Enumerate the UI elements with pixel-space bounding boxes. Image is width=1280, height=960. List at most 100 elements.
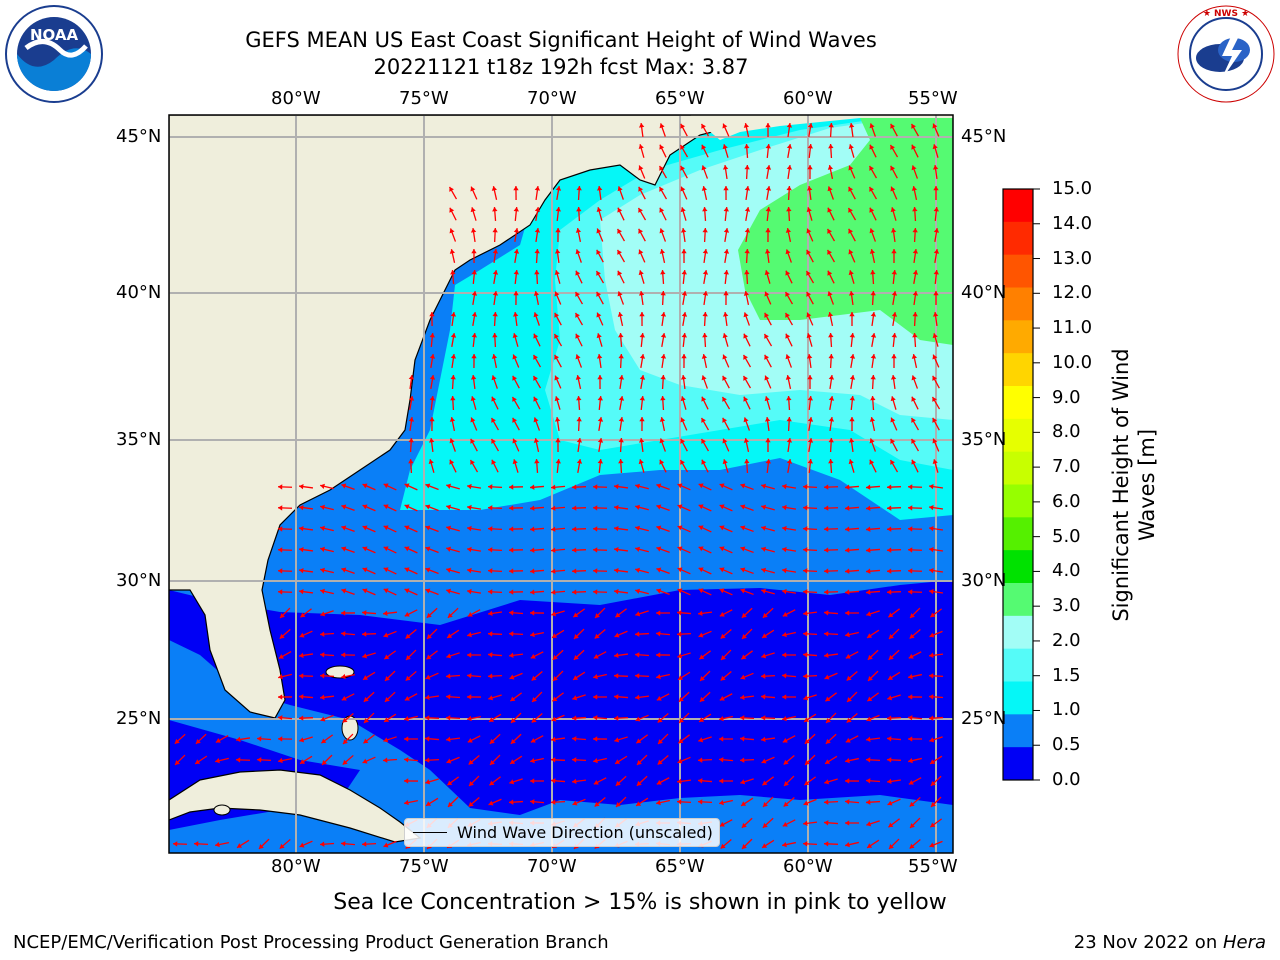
wave-arrow-head xyxy=(848,270,854,276)
wave-arrow-head xyxy=(656,695,662,701)
wave-arrow-head xyxy=(659,144,665,150)
wave-arrow-head xyxy=(489,780,495,786)
lat-label-left-45n: 45°N xyxy=(116,126,162,147)
wave-arrow-head xyxy=(932,312,939,317)
wave-arrow-head xyxy=(702,207,708,212)
wave-arrow-head xyxy=(596,186,603,191)
lon-label-top-80w: 80°W xyxy=(271,88,321,109)
wave-arrow-head xyxy=(846,717,852,723)
wave-arrow-head xyxy=(848,459,854,465)
wave-arrow-head xyxy=(849,417,855,422)
wave-arrow-head xyxy=(408,438,414,443)
wave-arrow-head xyxy=(512,333,518,339)
wave-arrow-head xyxy=(471,270,477,275)
wave-arrow-head xyxy=(278,694,283,700)
wave-arrow-head xyxy=(929,715,934,721)
wave-arrow-head xyxy=(404,778,409,784)
wave-arrow-head xyxy=(848,438,855,443)
wave-arrow-head xyxy=(618,333,624,338)
wave-arrow-head xyxy=(783,801,789,807)
wave-arrow-head xyxy=(806,312,812,318)
wave-arrow-head xyxy=(932,396,937,402)
wave-arrow-head xyxy=(555,438,561,443)
wave-arrow-head xyxy=(866,778,871,784)
wave-arrow-head xyxy=(575,249,581,255)
wave-arrow-head xyxy=(530,589,535,595)
wave-arrow-head xyxy=(449,417,456,422)
wave-arrow-head xyxy=(593,736,598,742)
wave-arrow-head xyxy=(782,588,787,595)
wave-arrow-head xyxy=(765,207,771,212)
wave-arrow-head xyxy=(680,396,686,402)
wave-arrow-head xyxy=(912,228,918,233)
wave-arrow-head xyxy=(744,165,750,170)
wave-arrow-head xyxy=(597,459,603,464)
wave-arrow-head xyxy=(845,568,850,574)
wave-arrow-head xyxy=(699,717,705,722)
map-frame xyxy=(168,114,954,854)
sea-ice-note: Sea Ice Concentration > 15% is shown in … xyxy=(333,890,947,915)
wave-arrow-head xyxy=(743,312,749,318)
wave-arrow-head xyxy=(551,799,556,805)
colorbar-tick-label: 2.0 xyxy=(1052,629,1081,651)
ocean-green-max xyxy=(738,115,953,345)
wave-arrow-head xyxy=(719,715,724,722)
wave-arrow-head xyxy=(782,483,787,490)
wave-arrow-head xyxy=(593,757,598,764)
wave-arrow-head xyxy=(723,270,729,275)
wave-arrow-head xyxy=(890,123,896,129)
wave-arrow-head xyxy=(404,799,409,806)
wave-arrow-head xyxy=(635,652,640,658)
wave-arrow-head xyxy=(698,483,704,489)
wave-arrow-head xyxy=(806,249,812,255)
wave-arrow-head xyxy=(870,270,876,275)
wave-arrow-head xyxy=(425,525,431,531)
wave-arrow-head xyxy=(827,207,833,213)
wave-arrow-head xyxy=(701,165,707,171)
wave-arrow-head xyxy=(889,844,894,849)
wave-arrow-head xyxy=(447,612,453,618)
wave-arrow-head xyxy=(678,675,684,680)
wave-arrow-head xyxy=(468,759,474,765)
wave-arrow-head xyxy=(572,800,578,806)
wave-arrow-head xyxy=(617,249,622,255)
wave-arrow-head xyxy=(656,673,661,680)
wave-arrow-head xyxy=(383,525,389,531)
wave-arrow-head xyxy=(908,694,913,700)
wave-arrow-head xyxy=(554,312,560,318)
wave-arrow-head xyxy=(765,438,771,443)
wave-arrow-head xyxy=(740,588,746,594)
wave-arrow-head xyxy=(761,588,767,594)
wave-arrow-head xyxy=(806,354,813,359)
wave-arrow-head xyxy=(638,270,644,276)
wave-arrow-head xyxy=(341,610,346,616)
wave-arrow-head xyxy=(765,165,772,170)
wave-arrow-head xyxy=(572,589,577,595)
wave-arrow-head xyxy=(554,249,561,254)
wave-arrow-head xyxy=(471,249,477,254)
wave-arrow-head xyxy=(531,717,537,723)
lon-label-bottom-70w: 70°W xyxy=(527,856,577,877)
wave-arrow-head xyxy=(722,144,728,150)
wave-arrow-head xyxy=(596,333,602,339)
wave-arrow-head xyxy=(786,123,793,128)
wave-arrow-head xyxy=(849,333,855,338)
wave-arrow-head xyxy=(740,694,745,701)
chart-subtitle-run: 20221121 t18z 192h fcst Max: 3.87 xyxy=(373,55,749,79)
wave-arrow-head xyxy=(363,696,369,702)
wave-arrow-head xyxy=(660,396,666,401)
wave-arrow-head xyxy=(890,417,896,423)
wave-arrow-head xyxy=(929,483,934,490)
wave-arrow-head xyxy=(828,417,835,422)
wave-arrow-head xyxy=(446,736,451,742)
wave-arrow-head xyxy=(618,396,625,401)
wave-arrow-head xyxy=(656,652,661,658)
wave-arrow-head xyxy=(677,525,683,531)
wave-arrow-head xyxy=(722,354,728,360)
wave-arrow-head xyxy=(635,611,641,617)
wave-arrow-head xyxy=(785,249,791,255)
wave-arrow-head xyxy=(551,778,556,784)
wave-arrow-head xyxy=(929,652,934,659)
wave-arrow-head xyxy=(870,396,876,401)
wave-arrow-head xyxy=(677,567,683,573)
